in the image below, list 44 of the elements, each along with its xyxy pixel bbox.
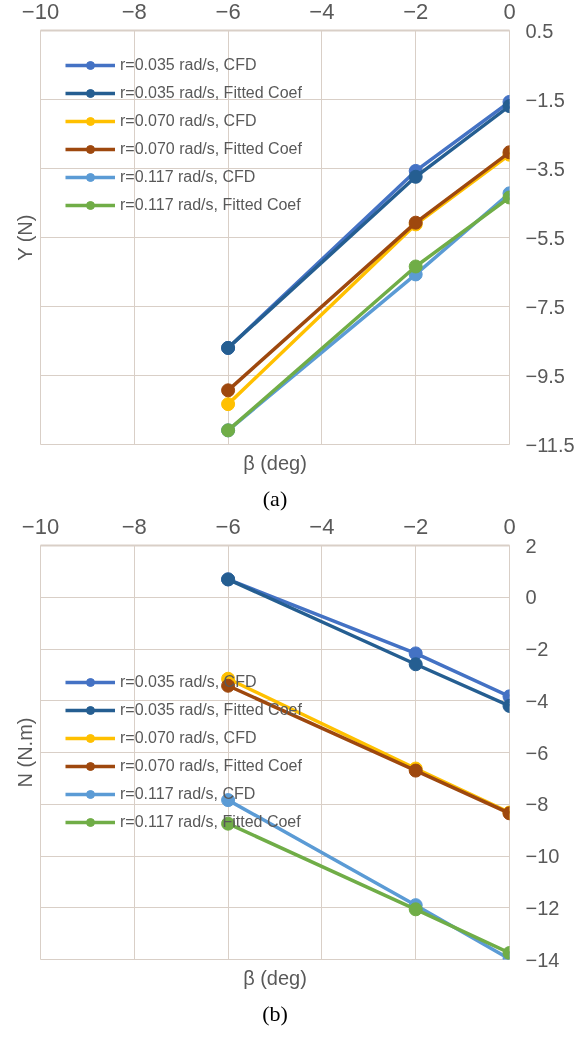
- y-tick-label: −2: [525, 638, 549, 660]
- y-tick-label: −8: [525, 793, 549, 816]
- y-tick-label: −3.5: [525, 157, 565, 180]
- x-tick-label: −6: [215, 0, 241, 24]
- y-tick-label: −12: [525, 896, 560, 919]
- text: (b): [262, 1000, 288, 1026]
- legend-label: r=0.035 rad/s, Fitted Coef: [120, 84, 302, 102]
- legend-label: r=0.070 rad/s, CFD: [120, 112, 257, 130]
- legend-label: r=0.117 rad/s, CFD: [120, 168, 256, 186]
- x-axis-title: β (deg): [243, 451, 307, 474]
- y-tick-label: −4: [525, 689, 549, 712]
- x-tick-label: 0: [503, 0, 516, 24]
- x-axis-title: β (deg): [243, 966, 307, 989]
- legend-label: r=0.117 rad/s, Fitted Coef: [120, 196, 301, 214]
- legend-label: r=0.070 rad/s, Fitted Coef: [120, 140, 302, 158]
- y-tick-label: −14: [525, 948, 560, 971]
- x-tick-label: −10: [21, 513, 60, 539]
- x-tick-label: −6: [215, 513, 241, 539]
- text: (a): [262, 485, 288, 511]
- y-tick-label: −7.5: [525, 295, 565, 318]
- x-tick-label: −8: [121, 513, 147, 539]
- legend-label: r=0.070 rad/s, Fitted Coef: [120, 757, 302, 775]
- x-tick-label: −10: [21, 0, 60, 24]
- x-tick-label: −4: [309, 513, 335, 539]
- x-tick-label: −8: [121, 0, 147, 24]
- y-tick-label: −6: [525, 741, 549, 764]
- y-axis-title: N (N.m): [13, 717, 36, 788]
- x-tick-label: 0: [503, 513, 516, 539]
- x-tick-label: −2: [403, 513, 429, 539]
- y-tick-label: −9.5: [525, 364, 565, 387]
- y-tick-label: −1.5: [525, 88, 565, 111]
- y-tick-label: 2: [525, 534, 537, 557]
- y-tick-label: 0.5: [525, 19, 554, 42]
- legend-label: r=0.070 rad/s, CFD: [120, 729, 257, 747]
- x-tick-label: −2: [403, 0, 429, 24]
- legend-label: r=0.035 rad/s, CFD: [120, 56, 257, 74]
- y-tick-label: −10: [525, 845, 560, 867]
- y-axis-title: Y (N): [13, 214, 36, 261]
- x-tick-label: −4: [309, 0, 335, 24]
- legend-label: r=0.117 rad/s, CFD: [120, 785, 256, 803]
- y-tick-label: −11.5: [525, 433, 575, 456]
- legend-label: r=0.035 rad/s, Fitted Coef: [120, 701, 302, 719]
- y-tick-label: −5.5: [525, 226, 565, 249]
- y-tick-label: 0: [525, 586, 537, 609]
